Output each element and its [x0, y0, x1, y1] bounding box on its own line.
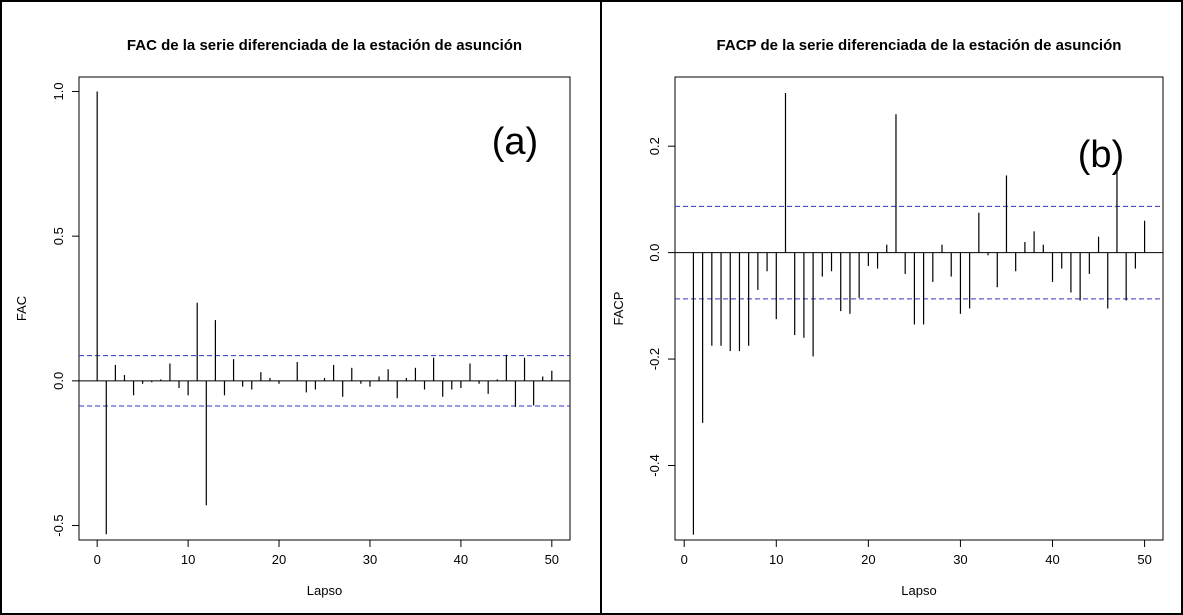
- x-axis-label: Lapso: [307, 583, 342, 598]
- y-tick-label: 0.0: [51, 372, 66, 390]
- y-tick-label: 1.0: [51, 82, 66, 100]
- chart-title: FAC de la serie diferenciada de la estac…: [127, 37, 522, 54]
- panel-label: (a): [492, 121, 538, 163]
- y-tick-label: -0.5: [51, 514, 66, 536]
- x-tick-label: 40: [454, 552, 468, 567]
- x-tick-label: 20: [272, 552, 286, 567]
- fac-chart: FAC de la serie diferenciada de la estac…: [14, 37, 571, 598]
- panel-label: (b): [1078, 134, 1124, 176]
- x-tick-label: 50: [1137, 552, 1151, 567]
- x-tick-label: 10: [769, 552, 783, 567]
- plot-frame: [674, 76, 1164, 541]
- y-tick-label: -0.4: [647, 454, 662, 476]
- x-tick-label: 50: [545, 552, 559, 567]
- x-axis-label: Lapso: [901, 583, 936, 598]
- y-axis-label: FAC: [14, 296, 29, 321]
- y-tick-label: -0.2: [647, 348, 662, 370]
- y-tick-label: 0.0: [647, 244, 662, 262]
- plot-frame: [78, 76, 571, 541]
- facp-chart: FACP de la serie diferenciada de la esta…: [611, 37, 1164, 598]
- facp-chart-panel: FACP de la serie diferenciada de la esta…: [600, 0, 1183, 615]
- y-tick-label: 0.2: [647, 137, 662, 155]
- chart-title: FACP de la serie diferenciada de la esta…: [717, 37, 1122, 54]
- y-tick-label: 0.5: [51, 227, 66, 245]
- x-tick-label: 20: [861, 552, 875, 567]
- y-axis-label: FACP: [611, 292, 626, 326]
- x-tick-label: 40: [1045, 552, 1059, 567]
- x-tick-label: 30: [363, 552, 377, 567]
- x-tick-label: 30: [953, 552, 967, 567]
- x-tick-label: 10: [181, 552, 195, 567]
- x-tick-label: 0: [94, 552, 101, 567]
- x-tick-label: 0: [681, 552, 688, 567]
- fac-chart-panel: FAC de la serie diferenciada de la estac…: [0, 0, 602, 615]
